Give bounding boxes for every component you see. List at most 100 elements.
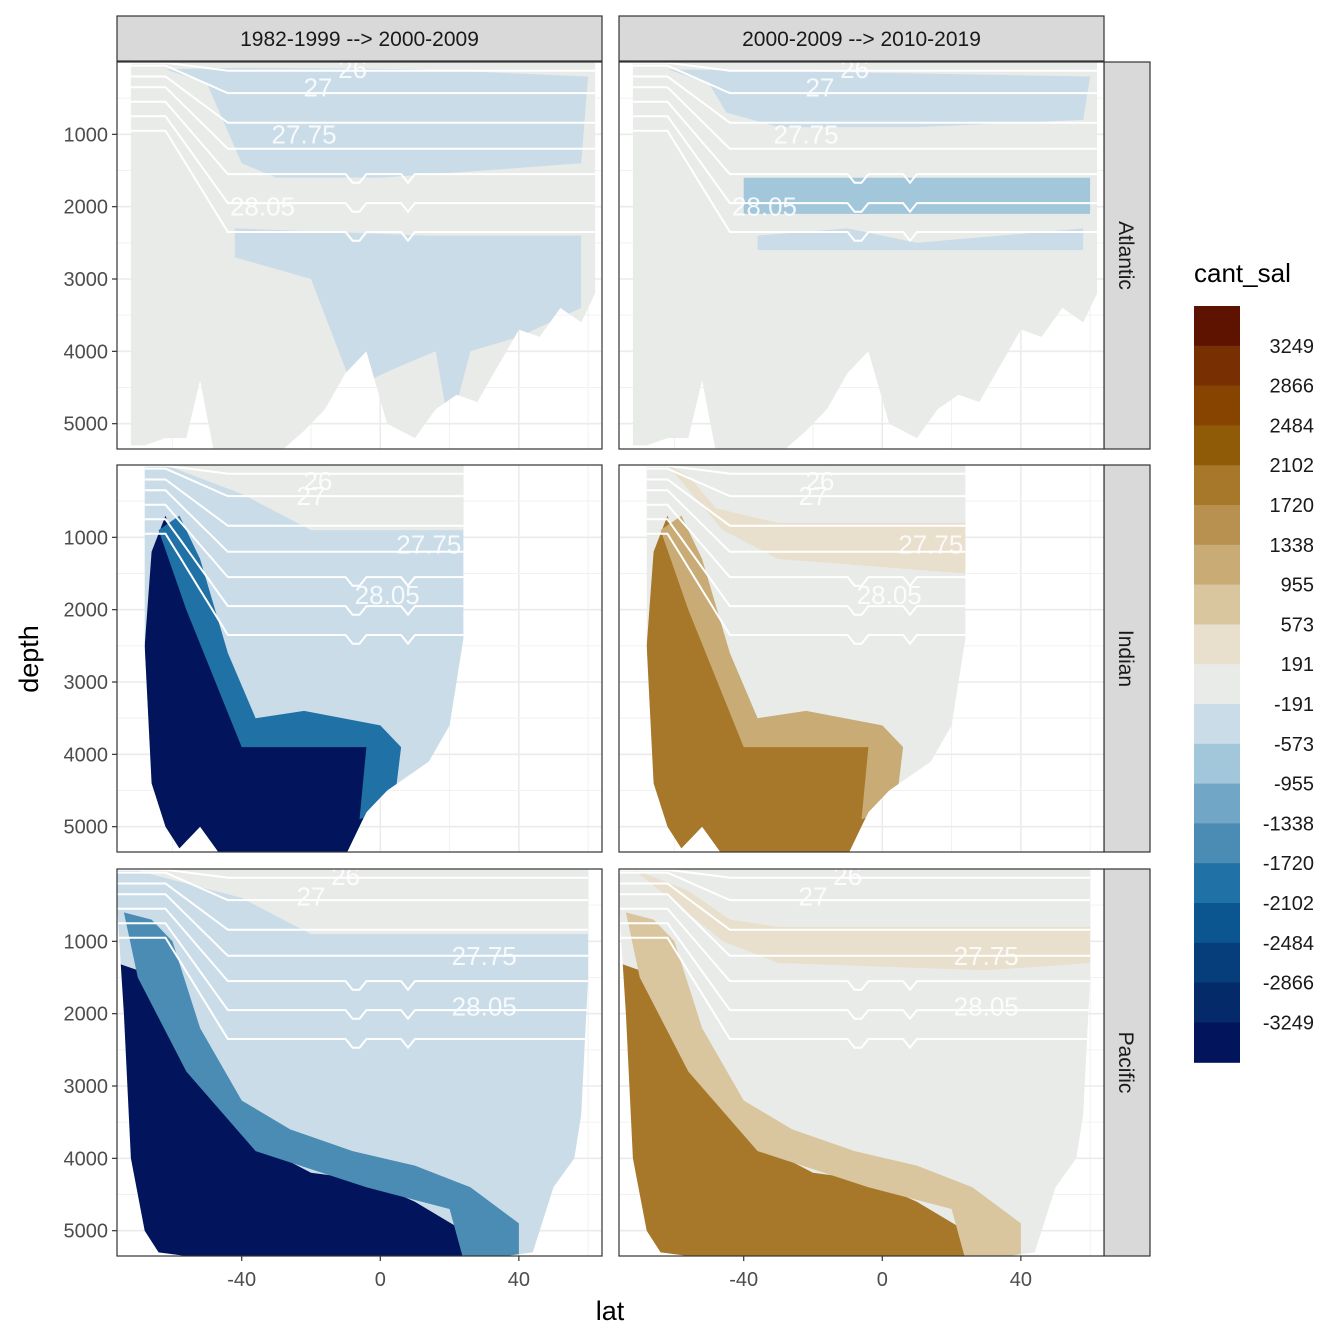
panel-border <box>116 868 603 1257</box>
isopycnal-label: 28.05 <box>857 580 922 610</box>
legend-title: cant_sal <box>1194 258 1291 288</box>
panel-border <box>618 464 1105 853</box>
isopycnal-line <box>117 922 589 1021</box>
x-axis-title: lat <box>596 1296 625 1326</box>
y-tick-label: 4000 <box>64 341 109 363</box>
value-region <box>632 869 1091 971</box>
legend-break-label: -191 <box>1274 694 1314 716</box>
legend-break-label: 1720 <box>1270 495 1315 517</box>
legend-break-label: -2102 <box>1263 893 1314 915</box>
feature-layer <box>130 62 596 431</box>
y-tick-label: 2000 <box>64 1004 109 1026</box>
legend-color-bin <box>1194 704 1240 745</box>
y-tick-label: 1000 <box>64 527 109 549</box>
isopycnal-label: 28.05 <box>355 580 420 610</box>
legend-break-label: -1338 <box>1263 813 1314 835</box>
isopycnal-label: 27.75 <box>774 119 839 149</box>
column-strip-label: 1982-1999 --> 2000-2009 <box>240 28 479 51</box>
feature-layer <box>619 869 1091 1256</box>
isopycnal-line <box>646 518 966 617</box>
isopycnal-line <box>130 86 596 150</box>
isopycnal-line <box>646 465 966 475</box>
legend-color-bin <box>1194 942 1240 984</box>
value-region <box>619 963 1007 1256</box>
isopycnal-line <box>632 64 1098 95</box>
isopycnal-line <box>632 86 1098 150</box>
y-axis-title: depth <box>14 625 44 693</box>
isopycnal-label: 27.75 <box>898 530 963 560</box>
value-region <box>158 515 402 820</box>
panel-border <box>116 61 603 450</box>
isopycnal-line <box>632 115 1098 214</box>
isopycnal-label: 27.75 <box>452 941 517 971</box>
isopycnal-line <box>117 871 589 902</box>
isopycnal-line <box>144 532 464 646</box>
isopycnal-line <box>619 907 1091 992</box>
value-region <box>130 869 589 935</box>
isopycnal-line <box>619 922 1091 1021</box>
value-region <box>165 465 464 531</box>
isopycnal-label: 27 <box>297 481 326 511</box>
value-region <box>117 963 505 1256</box>
y-tick-label: 3000 <box>64 672 109 694</box>
panel-border <box>618 61 1105 450</box>
isopycnal-line <box>619 882 1091 931</box>
row-strip-indian: Indian <box>1103 464 1151 853</box>
isopycnal-line <box>619 869 1091 879</box>
x-tick-label: 40 <box>1010 1269 1032 1291</box>
legend-color-bin <box>1194 783 1240 824</box>
isopycnal-label: 28.05 <box>954 991 1019 1021</box>
isopycnal-line <box>619 936 1091 1050</box>
isopycnal-line <box>117 907 589 992</box>
y-tick-label: 1000 <box>64 931 109 953</box>
legend-break-label: -2866 <box>1263 973 1314 995</box>
isopycnal-line <box>130 75 596 124</box>
isopycnal-line <box>646 489 966 553</box>
y-tick-label: 5000 <box>64 414 109 436</box>
isopycnal-line <box>632 75 1098 124</box>
isopycnal-line <box>619 893 1091 957</box>
legend-break-label: 573 <box>1281 614 1314 636</box>
isopycnal-line <box>130 62 596 72</box>
legend-break-label: 1338 <box>1270 535 1315 557</box>
x-tick-label: 0 <box>375 1269 386 1291</box>
y-tick-label: 4000 <box>64 744 109 766</box>
legend-break-label: 191 <box>1281 654 1314 676</box>
isopycnal-label: 27 <box>799 881 828 911</box>
y-tick-label: 2000 <box>64 197 109 219</box>
x-axis: -40 0 40 -40 0 40 <box>227 1256 1032 1291</box>
legend-break-label: -955 <box>1274 774 1314 796</box>
value-region <box>660 515 904 820</box>
isopycnal-line <box>144 467 464 498</box>
legend-color-bin <box>1194 345 1240 387</box>
legend-color-bin <box>1194 425 1240 466</box>
legend-break-label: 955 <box>1281 575 1314 597</box>
isopycnal-label: 26 <box>338 54 367 84</box>
feature-layer <box>632 62 1098 251</box>
isopycnal-line <box>117 869 589 879</box>
y-tick-label: 3000 <box>64 269 109 291</box>
isopycnal-label: 26 <box>331 861 360 891</box>
isopycnal-line <box>144 465 464 475</box>
isopycnal-line <box>144 478 464 527</box>
row-strip-label: Atlantic <box>1114 221 1137 290</box>
y-tick-label: 2000 <box>64 600 109 622</box>
legend-break-label: 2866 <box>1270 376 1315 398</box>
isopycnal-line <box>117 882 589 931</box>
legend-color-bin <box>1194 982 1240 1023</box>
legend-color-bin <box>1194 823 1240 864</box>
isopycnal-label: 27 <box>303 72 332 102</box>
isopycnal-label: 28.05 <box>732 192 797 222</box>
isopycnal-line <box>646 503 966 588</box>
isopycnal-label: 27 <box>805 72 834 102</box>
legend-color-bin <box>1194 584 1240 625</box>
isopycnal-line <box>130 100 596 185</box>
isopycnal-line <box>130 64 596 95</box>
legend-color-bin <box>1194 465 1240 506</box>
